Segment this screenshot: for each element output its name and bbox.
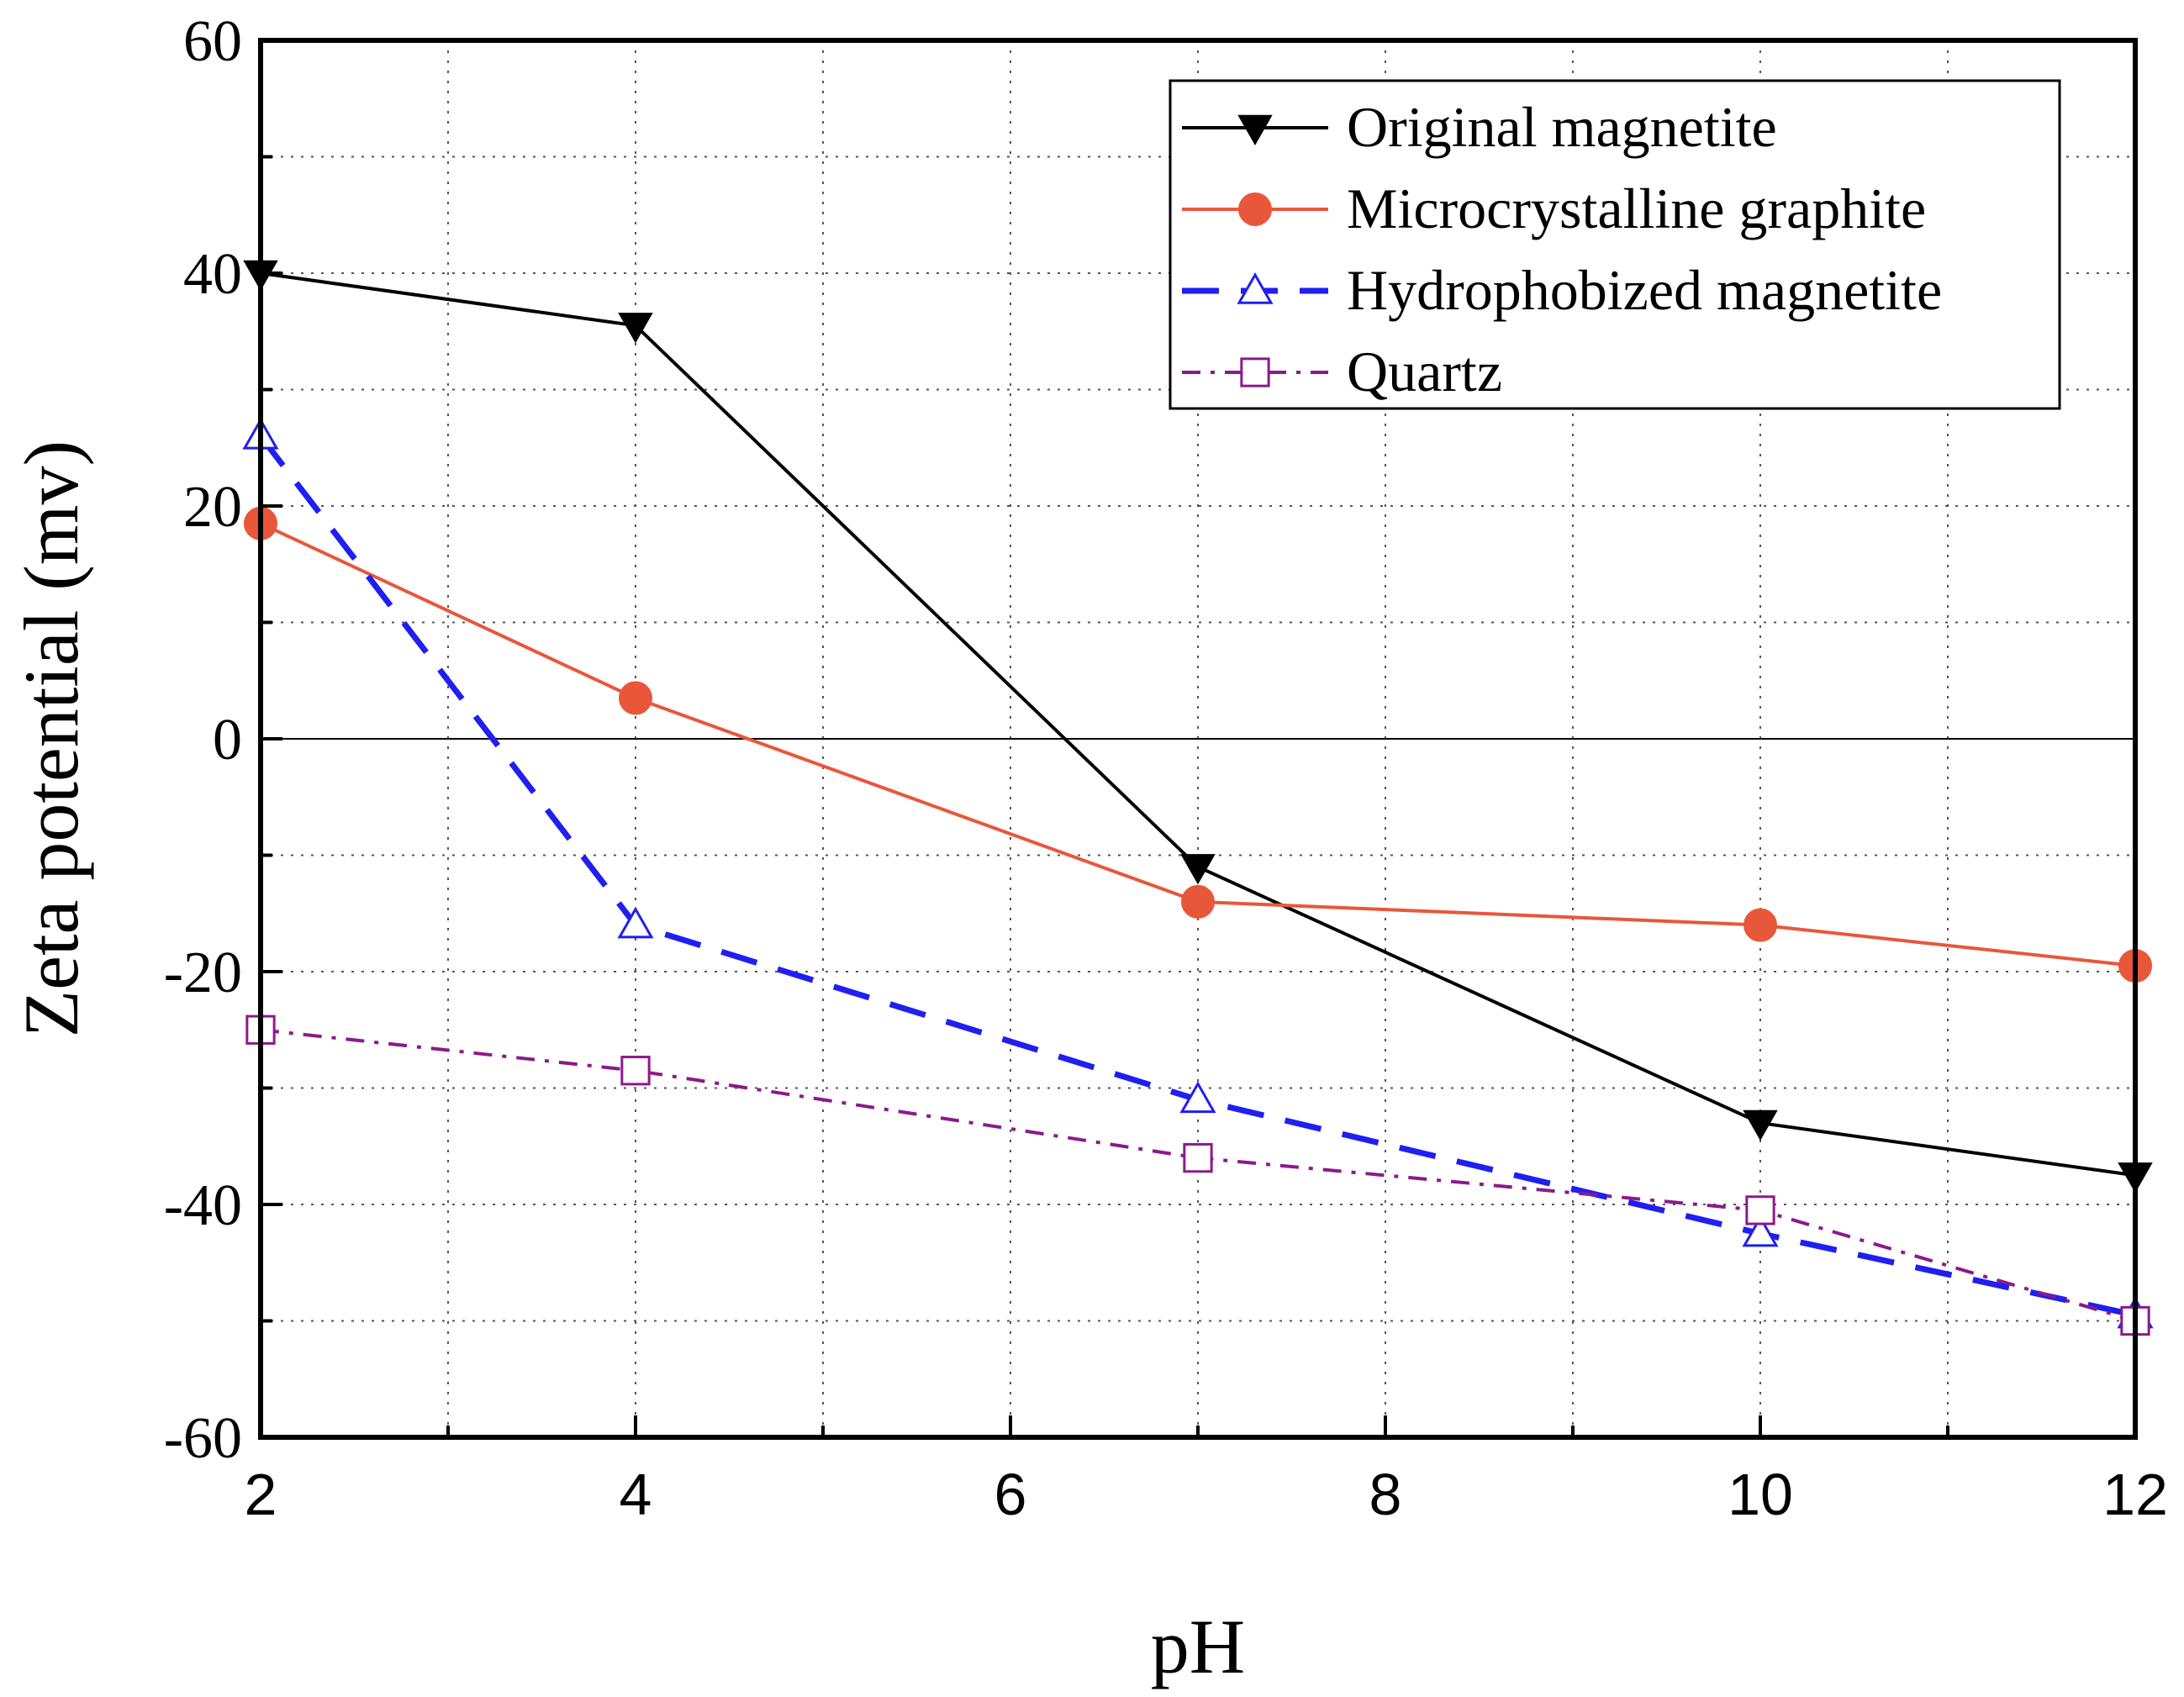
legend-marker [1237, 114, 1273, 146]
y-axis-title: Zeta potential (mv) [8, 440, 94, 1037]
x-tick-label: 8 [1369, 1462, 1402, 1527]
legend-marker [1240, 357, 1270, 387]
x-tick-label: 12 [2102, 1462, 2168, 1527]
axis-ticks: 2 4 6 8 10 12 -60 -40 -20 0 20 40 60 [164, 9, 2168, 1527]
data-point [617, 906, 654, 939]
data-point [1745, 1195, 1775, 1225]
data-point [620, 1056, 651, 1086]
data-point [1183, 1142, 1213, 1173]
y-tick-label: 0 [213, 708, 242, 772]
x-tick-label: 10 [1728, 1462, 1793, 1527]
x-tick-label: 4 [620, 1462, 652, 1527]
y-tick-label: 40 [183, 242, 242, 307]
data-point [619, 681, 652, 715]
legend-box [1168, 79, 2061, 410]
legend-label: Hydrophobized magnetite [1347, 258, 1942, 322]
legend-label: Quartz [1347, 340, 1502, 403]
y-tick-label: 60 [183, 9, 242, 74]
x-tick-label: 2 [245, 1462, 277, 1527]
y-tick-label: -20 [164, 941, 242, 1005]
data-point [1743, 1109, 1778, 1141]
y-tick-label: -40 [164, 1173, 242, 1238]
data-point [1179, 1081, 1216, 1114]
y-tick-label: 20 [183, 475, 242, 540]
legend: Original magnetite Microcrystalline graph… [1168, 79, 2061, 410]
legend-label: Original magnetite [1347, 95, 1777, 159]
x-axis-title: pH [1151, 1604, 1245, 1689]
data-point [1181, 884, 1215, 919]
data-point [1744, 908, 1777, 942]
x-tick-label: 6 [994, 1462, 1027, 1527]
legend-marker [1237, 271, 1274, 304]
data-point [618, 313, 653, 344]
data-point [1180, 854, 1216, 885]
legend-label: Microcrystalline graphite [1347, 177, 1926, 240]
data-point [1742, 1215, 1779, 1247]
legend-marker [1238, 192, 1272, 226]
y-tick-label: -60 [164, 1406, 242, 1471]
